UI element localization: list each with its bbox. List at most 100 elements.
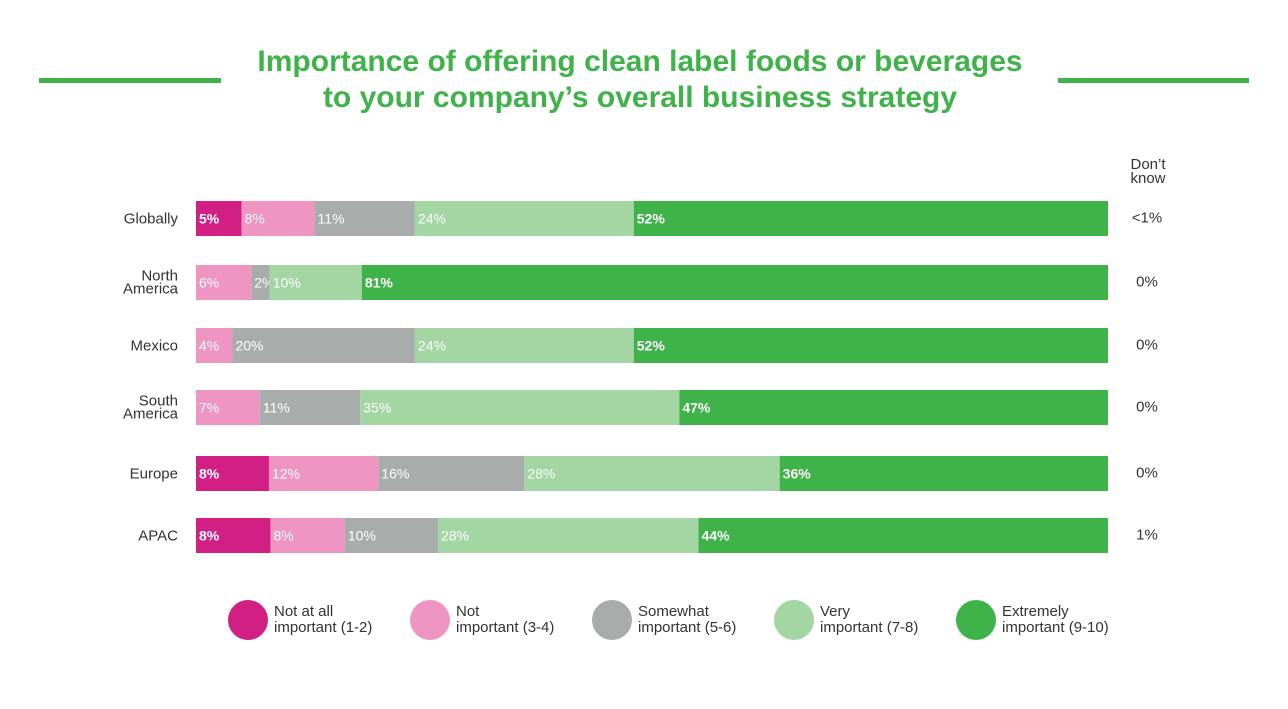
legend-label-line: Not <box>456 603 480 620</box>
category-label: South <box>139 393 178 410</box>
data-label: 52% <box>637 338 666 354</box>
dont-know-value: 1% <box>1136 527 1158 544</box>
category-label: Globally <box>124 211 179 228</box>
bar-segment <box>196 265 252 300</box>
bar-segment <box>196 201 242 236</box>
legend-label-line: Not at all <box>274 603 334 620</box>
bar-segment <box>344 518 438 553</box>
legend-item: Somewhat important (5-6) <box>592 600 758 640</box>
data-label: 8% <box>199 528 220 544</box>
category-label: North <box>141 268 178 285</box>
data-label: 81% <box>365 275 394 291</box>
bar-segment <box>196 328 233 363</box>
legend-swatch <box>228 600 268 640</box>
chart-title-line-1: Importance of offering clean label foods… <box>257 45 1023 78</box>
data-label: 5% <box>199 211 220 227</box>
bar-segment <box>378 456 525 491</box>
bar-segment <box>361 265 1108 300</box>
bar-segment <box>259 390 361 425</box>
bar-segment <box>232 328 415 363</box>
data-label: 16% <box>381 466 409 482</box>
bar-segment <box>270 518 345 553</box>
dont-know-value: <1% <box>1132 210 1162 227</box>
data-label: 2% <box>254 275 274 291</box>
dont-know-header-line-2: know <box>1130 170 1166 187</box>
data-label: 24% <box>418 338 446 354</box>
bar-segment <box>633 328 1108 363</box>
legend-label: Somewhat important (5-6) <box>638 604 758 636</box>
bar-segment <box>524 456 780 491</box>
data-label: 28% <box>441 528 469 544</box>
legend-label-line: Extremely <box>1002 603 1069 620</box>
data-label: 10% <box>348 528 376 544</box>
bar-segment <box>314 201 415 236</box>
bar-segment <box>779 456 1108 491</box>
bar-segment <box>251 265 270 300</box>
category-label: Mexico <box>130 338 178 355</box>
dont-know-value: 0% <box>1136 399 1158 416</box>
legend-label-line: important (9-10) <box>1002 619 1109 636</box>
bar-segment <box>698 518 1108 553</box>
data-label: 35% <box>363 400 391 416</box>
legend-label-line: Very <box>820 603 851 620</box>
dont-know-header-line-1: Don’t <box>1130 156 1166 173</box>
data-label: 44% <box>702 528 731 544</box>
dont-know-value: 0% <box>1136 465 1158 482</box>
bar-segment <box>269 265 362 300</box>
data-label: 8% <box>273 528 293 544</box>
data-label: 36% <box>783 466 812 482</box>
bar-segment <box>679 390 1108 425</box>
bar-segment <box>437 518 699 553</box>
data-label: 8% <box>199 466 220 482</box>
bar-segment <box>414 328 634 363</box>
legend-label-line: Somewhat <box>638 603 709 620</box>
legend-label: Not important (3-4) <box>456 604 576 636</box>
bar-segment <box>360 390 680 425</box>
bar-segment <box>633 201 1108 236</box>
bar-segment <box>414 201 634 236</box>
legend-label-line: important (3-4) <box>456 619 555 636</box>
legend-item: Not important (3-4) <box>410 600 576 640</box>
legend-swatch <box>774 600 814 640</box>
data-label: 4% <box>199 338 219 354</box>
dont-know-value: 0% <box>1136 337 1158 354</box>
title-rule-right <box>1058 78 1249 83</box>
legend-swatch <box>592 600 632 640</box>
chart-legend: Not at all important (1-2) Not important (3… <box>228 598 1109 642</box>
data-label: 11% <box>263 400 290 416</box>
category-label: Europe <box>130 466 178 483</box>
data-label: 7% <box>199 400 219 416</box>
dont-know-header: Don’t know <box>1122 156 1174 187</box>
category-label: APAC <box>138 528 178 545</box>
bar-segment <box>196 456 269 491</box>
data-label: 8% <box>245 211 265 227</box>
chart-title-line-2: to your company’s overall business strat… <box>322 81 958 114</box>
legend-label: Not at all important (1-2) <box>274 604 394 636</box>
data-label: 28% <box>527 466 555 482</box>
bar-segment <box>196 390 260 425</box>
chart-title: Importance of offering clean label foods… <box>230 44 1050 116</box>
dont-know-value: 0% <box>1136 274 1158 291</box>
legend-item: Not at all important (1-2) <box>228 600 394 640</box>
legend-label: Very important (7-8) <box>820 604 940 636</box>
legend-label-line: important (1-2) <box>274 619 373 636</box>
legend-swatch <box>410 600 450 640</box>
legend-item: Extremely important (9-10) <box>956 600 1122 640</box>
data-label: 6% <box>199 275 219 291</box>
data-label: 24% <box>418 211 446 227</box>
data-label: 47% <box>682 400 711 416</box>
legend-item: Very important (7-8) <box>774 600 940 640</box>
category-label: America <box>123 406 179 423</box>
data-label: 10% <box>273 275 301 291</box>
legend-swatch <box>956 600 996 640</box>
legend-label: Extremely important (9-10) <box>1002 604 1122 636</box>
legend-label-line: important (5-6) <box>638 619 737 636</box>
title-rule-left <box>39 78 221 83</box>
data-label: 52% <box>637 211 666 227</box>
category-label: America <box>123 281 179 298</box>
bar-segment <box>268 456 379 491</box>
data-label: 12% <box>272 466 300 482</box>
bar-segment <box>196 518 271 553</box>
legend-label-line: important (7-8) <box>820 619 919 636</box>
